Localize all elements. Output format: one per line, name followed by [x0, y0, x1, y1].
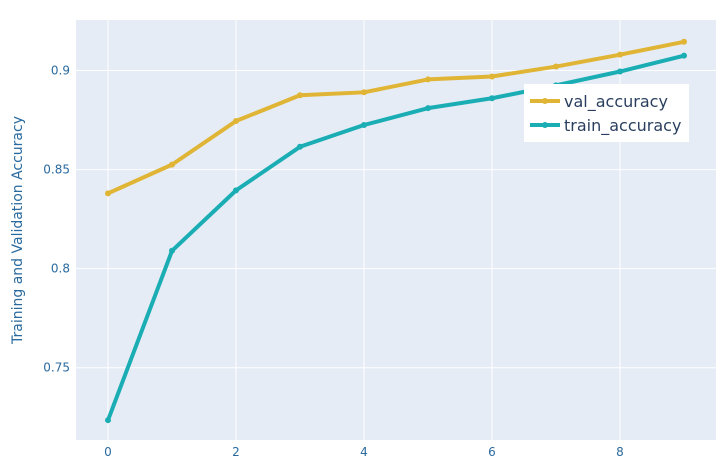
data-point-val_accuracy [425, 76, 431, 83]
data-point-val_accuracy [297, 92, 303, 99]
y-tick-label: 0.9 [51, 64, 70, 78]
data-point-train_accuracy [681, 52, 687, 59]
y-tick-label: 0.8 [51, 262, 70, 276]
series-line-train_accuracy [106, 53, 686, 423]
data-point-val_accuracy [105, 190, 111, 197]
legend[interactable]: val_accuracy train_accuracy [524, 84, 689, 142]
x-tick-labels: 0 2 4 6 8 [104, 445, 624, 459]
data-point-val_accuracy [489, 73, 495, 80]
data-point-val_accuracy [617, 51, 623, 58]
x-tick-label: 8 [616, 445, 624, 459]
y-tick-labels: 0.75 0.8 0.85 0.9 [43, 64, 70, 375]
data-point-train_accuracy [233, 187, 239, 194]
data-point-train_accuracy [425, 105, 431, 112]
legend-box [524, 84, 689, 142]
data-point-train_accuracy [105, 417, 111, 424]
y-axis-title: Training and Validation Accuracy [10, 116, 26, 345]
data-point-val_accuracy [553, 63, 559, 70]
data-point-train_accuracy [361, 122, 367, 128]
data-point-val_accuracy [681, 38, 687, 45]
data-point-train_accuracy [489, 95, 495, 102]
series-lines [105, 38, 687, 424]
x-tick-label: 0 [104, 445, 112, 459]
data-point-train_accuracy [169, 247, 175, 254]
legend-label-val_accuracy[interactable]: val_accuracy [564, 92, 668, 112]
data-point-train_accuracy [297, 143, 303, 150]
x-tick-label: 4 [360, 445, 368, 459]
legend-marker [542, 122, 548, 128]
data-point-val_accuracy [233, 118, 239, 125]
data-point-val_accuracy [169, 161, 175, 168]
legend-label-train_accuracy[interactable]: train_accuracy [564, 116, 681, 136]
data-point-train_accuracy [617, 68, 623, 75]
legend-marker [542, 98, 548, 104]
y-tick-label: 0.85 [43, 163, 70, 177]
x-tick-label: 2 [232, 445, 240, 459]
y-tick-label: 0.75 [43, 361, 70, 375]
x-tick-label: 6 [488, 445, 496, 459]
series-line-val_accuracy [106, 39, 686, 196]
data-point-val_accuracy [361, 89, 367, 96]
